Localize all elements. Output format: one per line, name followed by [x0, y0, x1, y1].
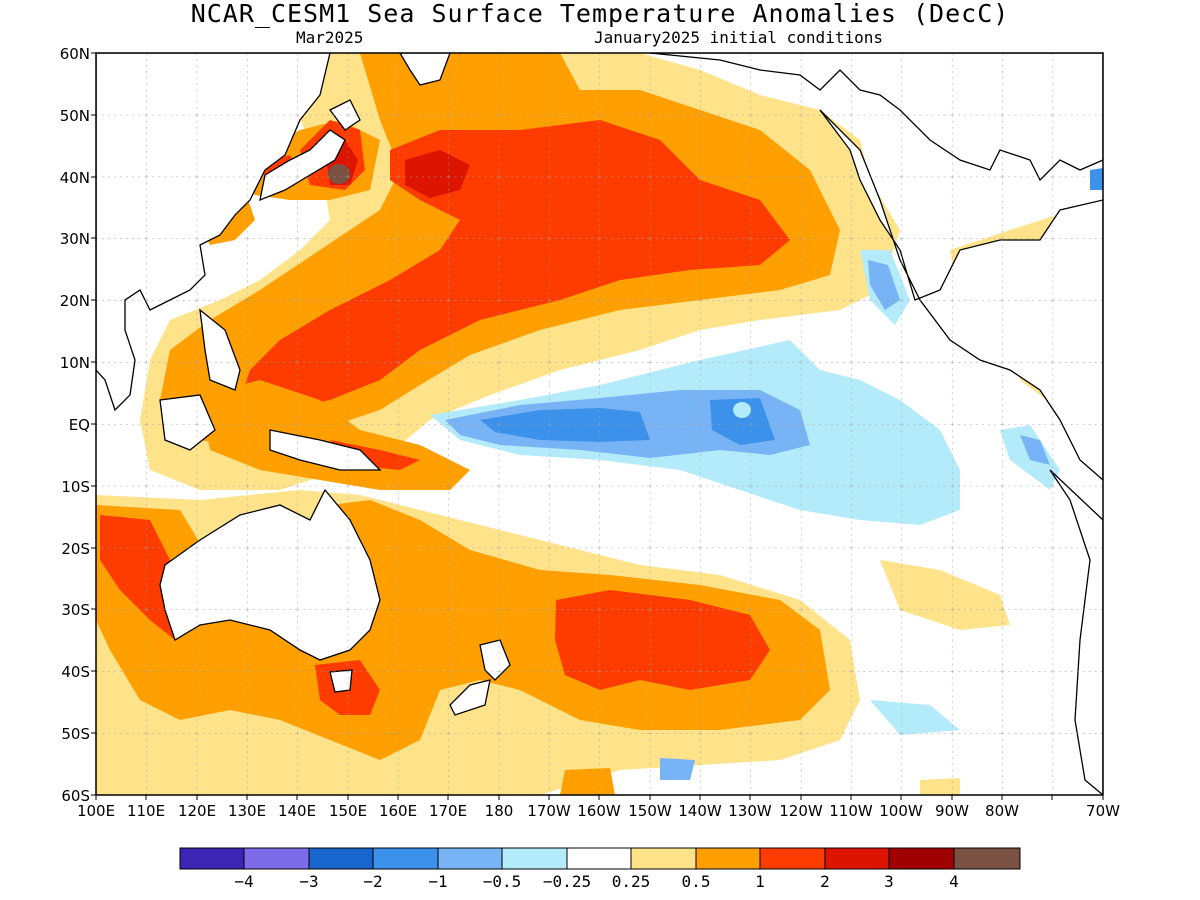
lat-label: 30N — [59, 230, 90, 248]
lat-label: 50N — [59, 107, 90, 125]
lat-label: 50S — [61, 725, 90, 743]
colorbar-swatch-5 — [437, 847, 503, 870]
lon-ticks — [95, 795, 1104, 800]
lon-label: 150E — [328, 802, 368, 820]
colorbar-swatch-1 — [179, 847, 245, 870]
colorbar-swatch-7 — [566, 847, 632, 870]
colorbar-label: −2 — [363, 872, 383, 891]
colorbar-swatch-4 — [372, 847, 439, 870]
lat-label: EQ — [68, 416, 90, 434]
lon-label: 160E — [378, 802, 418, 820]
lon-label: 100E — [76, 802, 116, 820]
lon-label: 150W — [628, 802, 672, 820]
colorbar-swatch-2 — [243, 847, 310, 870]
colorbar-label: 0.5 — [681, 872, 711, 891]
colorbar-swatch-10 — [759, 847, 826, 870]
lat-label: 10S — [61, 478, 90, 496]
lat-label: 20N — [59, 292, 90, 310]
lat-label: 40S — [61, 663, 90, 681]
lon-label: 140E — [277, 802, 317, 820]
map-title: NCAR_CESM1 Sea Surface Temperature Anoma… — [190, 0, 1010, 28]
lon-label: 100W — [879, 802, 923, 820]
lon-label: 140W — [678, 802, 722, 820]
lon-label: 130E — [227, 802, 267, 820]
lat-label: 60N — [59, 45, 90, 63]
colorbar-label: 2 — [820, 872, 830, 891]
lat-label: 40N — [59, 169, 90, 187]
colorbar-swatch-13 — [953, 847, 1021, 870]
lon-label: 110W — [829, 802, 873, 820]
colorbar-label: 0.25 — [611, 872, 651, 891]
lon-label: 170E — [428, 802, 468, 820]
colorbar-swatch-8 — [630, 847, 697, 870]
lon-label: 170W — [527, 802, 571, 820]
lat-label: 30S — [61, 601, 90, 619]
colorbar-swatch-9 — [695, 847, 761, 870]
colorbar-label: −1 — [428, 872, 448, 891]
lat-label: 60S — [61, 787, 90, 805]
lon-label: 70W — [1086, 802, 1120, 820]
lat-label: 10N — [59, 354, 90, 372]
colorbar-swatch-3 — [308, 847, 374, 870]
colorbar-label: −3 — [299, 872, 319, 891]
initial-conditions: January2025 initial conditions — [594, 28, 883, 47]
forecast-month: Mar2025 — [296, 28, 364, 47]
graticule — [96, 53, 1103, 795]
lon-label: 160W — [577, 802, 621, 820]
colorbar-label: −0.5 — [482, 872, 522, 891]
lon-label: 80W — [985, 802, 1019, 820]
lon-label: 180 — [484, 802, 514, 820]
lon-label: 120W — [779, 802, 823, 820]
lat-label: 20S — [61, 540, 90, 558]
lon-label: 110E — [126, 802, 166, 820]
colorbar-label: 1 — [755, 872, 765, 891]
lat-ticks — [91, 52, 96, 796]
colorbar-swatch-12 — [888, 847, 955, 870]
colorbar-label: 3 — [884, 872, 894, 891]
colorbar-label: −0.25 — [542, 872, 592, 891]
lon-label: 130W — [728, 802, 772, 820]
colorbar-swatch-11 — [824, 847, 890, 870]
lon-label: 90W — [935, 802, 969, 820]
colorbar-label: 4 — [949, 872, 959, 891]
colorbar-label: −4 — [234, 872, 254, 891]
lon-label: 120E — [177, 802, 217, 820]
colorbar — [179, 847, 1021, 870]
colorbar-swatch-6 — [501, 847, 568, 870]
